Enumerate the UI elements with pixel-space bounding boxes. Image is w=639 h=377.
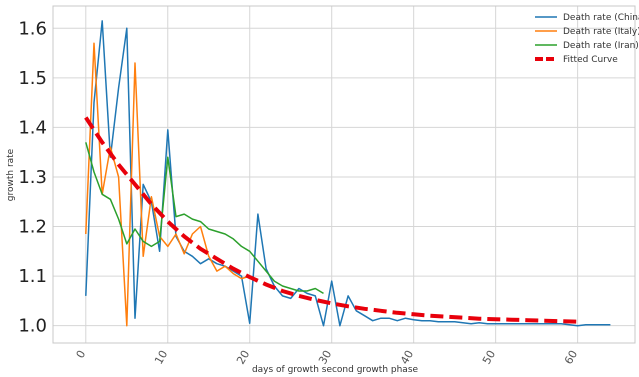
x-tick-label: 50 xyxy=(480,348,498,367)
y-tick-label: 1.4 xyxy=(18,117,47,138)
series-line-3 xyxy=(85,142,324,295)
x-tick-label: 30 xyxy=(316,348,334,367)
y-axis-ticks: 1.0 1.1 1.2 1.3 1.4 1.5 1.6 xyxy=(18,18,47,336)
series-line-4 xyxy=(84,116,578,324)
y-tick-label: 1.2 xyxy=(18,217,47,238)
legend-entry: Fitted Curve xyxy=(563,55,618,65)
y-tick-label: 1.6 xyxy=(18,18,47,39)
x-tick-label: 60 xyxy=(562,348,580,367)
y-tick-label: 1.3 xyxy=(18,167,47,188)
y-axis-label: growth rate xyxy=(6,148,16,201)
y-tick-label: 1.5 xyxy=(18,68,47,89)
x-tick-label: 20 xyxy=(234,348,252,367)
x-tick-label: 0 xyxy=(74,348,89,361)
plot-frame xyxy=(52,5,636,344)
y-tick-label: 1.1 xyxy=(18,266,47,287)
grid xyxy=(53,6,635,343)
y-tick-label: 1.0 xyxy=(18,316,47,337)
legend-entry: Death rate (Italy) xyxy=(563,27,639,37)
legend: Death rate (China) Death rate (Italy) Deat… xyxy=(535,13,639,65)
series-line-1 xyxy=(85,20,611,327)
x-axis-ticks: 0 10 20 30 40 50 60 xyxy=(74,348,581,367)
x-tick-label: 40 xyxy=(398,348,416,367)
legend-entry: Death rate (Iran) xyxy=(563,41,639,51)
legend-entry: Death rate (China) xyxy=(563,13,639,23)
x-axis-label: days of growth second growth phase xyxy=(252,365,419,375)
x-tick-label: 10 xyxy=(152,348,170,367)
series-lines xyxy=(84,20,611,327)
